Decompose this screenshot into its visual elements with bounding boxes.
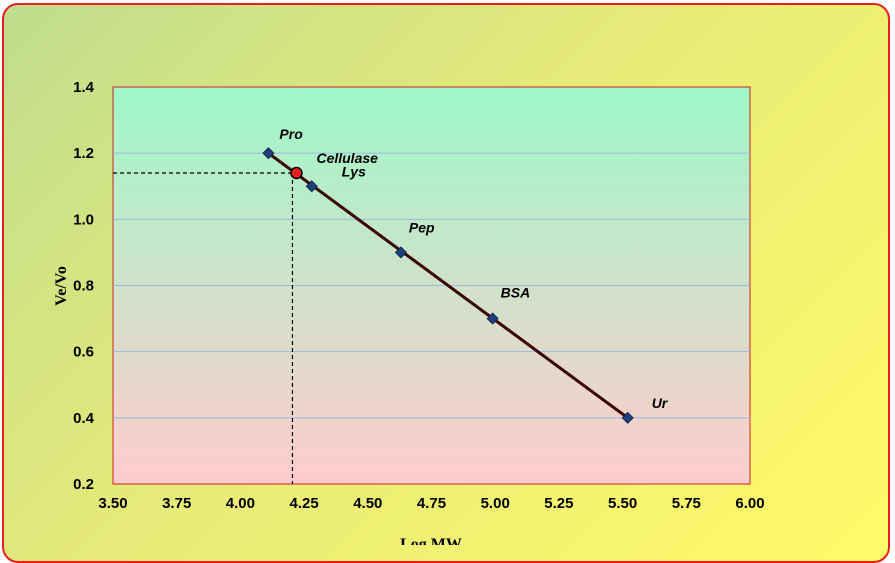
point-label-pro: Pro bbox=[279, 126, 303, 142]
data-point-cellulase bbox=[290, 166, 303, 180]
y-tick-labels: 0.2 0.4 0.6 0.8 1.0 1.2 1.4 bbox=[73, 79, 95, 493]
x-axis-title: Log MW bbox=[400, 536, 462, 545]
reference-guides bbox=[113, 172, 297, 484]
y-tick-label: 0.2 bbox=[73, 476, 94, 493]
x-tick-label: 4.75 bbox=[417, 495, 446, 512]
x-tick-label: 5.50 bbox=[608, 495, 637, 512]
y-axis-title: Ve/Vo bbox=[53, 266, 70, 306]
y-tick-label: 1.0 bbox=[73, 211, 94, 228]
x-tick-label: 5.25 bbox=[544, 495, 573, 512]
y-tick-label: 1.4 bbox=[73, 79, 95, 96]
point-label-lys: Lys bbox=[342, 163, 366, 179]
data-point-ur bbox=[621, 411, 634, 424]
grid-lines bbox=[113, 152, 750, 419]
point-label-bsa: BSA bbox=[501, 285, 531, 301]
x-tick-label: 4.00 bbox=[226, 495, 255, 512]
trendline bbox=[267, 151, 629, 420]
x-tick-label: 4.25 bbox=[289, 495, 318, 512]
y-tick-label: 1.2 bbox=[73, 145, 94, 162]
x-tick-label: 5.00 bbox=[481, 495, 510, 512]
x-tick-label: 5.75 bbox=[672, 495, 701, 512]
x-tick-label: 4.50 bbox=[353, 495, 382, 512]
data-point-pep bbox=[394, 246, 407, 259]
data-point-lys bbox=[305, 180, 318, 193]
x-tick-labels: 3.50 3.75 4.00 4.25 4.50 4.75 5.00 5.25 5.50 5.75… bbox=[98, 495, 764, 512]
point-label-pep: Pep bbox=[409, 219, 435, 235]
data-point-pro bbox=[262, 147, 275, 160]
y-tick-label: 0.6 bbox=[73, 344, 94, 361]
y-tick-label: 0.4 bbox=[73, 410, 95, 427]
point-label-ur: Ur bbox=[652, 395, 669, 411]
data-points bbox=[262, 147, 634, 424]
x-tick-label: 3.50 bbox=[98, 495, 127, 512]
y-tick-label: 0.8 bbox=[73, 278, 94, 295]
chart-svg: 3.50 3.75 4.00 4.25 4.50 4.75 5.00 5.25 5.50 5.75… bbox=[53, 79, 765, 545]
point-labels: Pro Lys Pep BSA Ur Cellulase bbox=[279, 126, 668, 411]
point-label-cellulase: Cellulase bbox=[316, 150, 378, 166]
data-point-bsa bbox=[486, 312, 499, 325]
x-tick-label: 6.00 bbox=[735, 495, 764, 512]
x-tick-label: 3.75 bbox=[162, 495, 191, 512]
